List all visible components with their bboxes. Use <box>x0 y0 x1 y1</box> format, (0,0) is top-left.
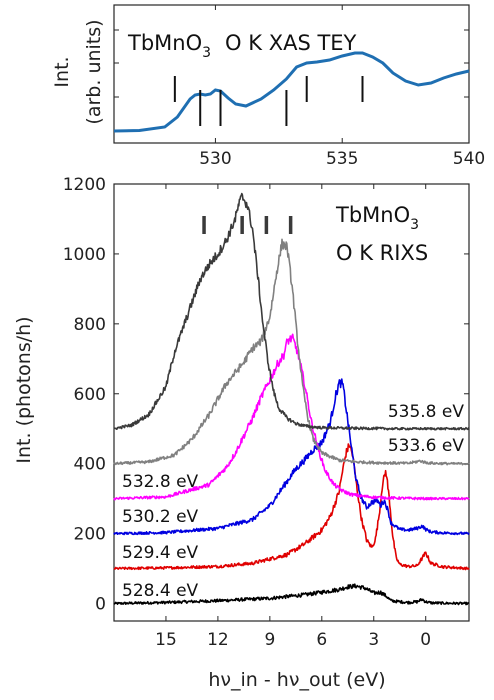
rixs-energy-label: 528.4 eV <box>122 581 199 601</box>
rixs-spectrum-5328 <box>113 333 470 501</box>
rixs-energy-label: 535.8 eV <box>388 402 465 422</box>
xas-title: TbMnO3 O K XAS TEY <box>127 31 357 61</box>
xas-xtick-label: 530 <box>199 149 231 169</box>
rixs-xlabel: hν_in - hν_out (eV) <box>208 669 385 691</box>
xas-title-suffix: O K XAS TEY <box>225 31 357 55</box>
rixs-spectrum-5284 <box>113 583 470 606</box>
rixs-spectrum-5302 <box>113 378 470 536</box>
rixs-energy-labels: 528.4 eV 529.4 eV 530.2 eV 532.8 eV 533.6 eV… <box>122 402 464 601</box>
rixs-curves <box>113 192 470 606</box>
xas-xtick-label: 540 <box>453 149 485 169</box>
xas-ticks: 530 535 540 <box>114 5 485 169</box>
rixs-ytick-label: 0 <box>95 595 106 615</box>
rixs-xtick-label: 15 <box>155 630 177 650</box>
xas-panel: 530 535 540 TbMnO3 O K XAS TEY Int. (arb. u… <box>51 4 485 169</box>
rixs-spectrum-5358 <box>113 192 470 431</box>
rixs-spectrum-5294 <box>113 443 470 571</box>
xas-markers <box>173 76 364 126</box>
rixs-energy-label: 533.6 eV <box>388 436 465 456</box>
rixs-plot-frame <box>113 183 470 622</box>
rixs-ytick-label: 800 <box>74 315 106 335</box>
xas-plot-frame <box>113 4 470 144</box>
xas-title-subscript: 3 <box>202 45 211 61</box>
rixs-xtick-label: 3 <box>368 630 379 650</box>
xas-title-prefix: TbMnO <box>127 31 202 55</box>
rixs-ticks: 15 12 9 6 3 0 0 200 400 600 800 1000 1200 <box>63 175 469 650</box>
rixs-energy-label: 532.8 eV <box>122 472 199 492</box>
xas-xtick-label: 535 <box>326 149 358 169</box>
rixs-annotation-prefix: TbMnO <box>335 203 410 227</box>
rixs-ytick-label: 400 <box>74 455 106 475</box>
rixs-markers <box>202 216 293 234</box>
rixs-annotation: TbMnO3 <box>335 203 419 233</box>
rixs-ytick-label: 1200 <box>63 175 106 195</box>
rixs-spectrum-5336 <box>113 238 470 466</box>
rixs-xtick-label: 12 <box>207 630 229 650</box>
rixs-energy-label: 530.2 eV <box>122 507 199 527</box>
rixs-ylabel: Int. (photons/h) <box>13 316 35 463</box>
xas-ylabel-units: (arb. units) <box>83 19 105 124</box>
rixs-ytick-label: 1000 <box>63 245 106 265</box>
rixs-xtick-label: 6 <box>316 630 327 650</box>
xas-curve <box>113 51 470 133</box>
rixs-ytick-label: 200 <box>74 525 106 545</box>
rixs-ytick-label: 600 <box>74 385 106 405</box>
rixs-xtick-label: 0 <box>420 630 431 650</box>
rixs-annotation-subscript: 3 <box>410 217 419 233</box>
xas-ylabel: Int. <box>51 56 73 87</box>
rixs-energy-label: 529.4 eV <box>122 543 199 563</box>
rixs-annotation-line2: O K RIXS <box>336 241 428 265</box>
rixs-xtick-label: 9 <box>264 630 275 650</box>
